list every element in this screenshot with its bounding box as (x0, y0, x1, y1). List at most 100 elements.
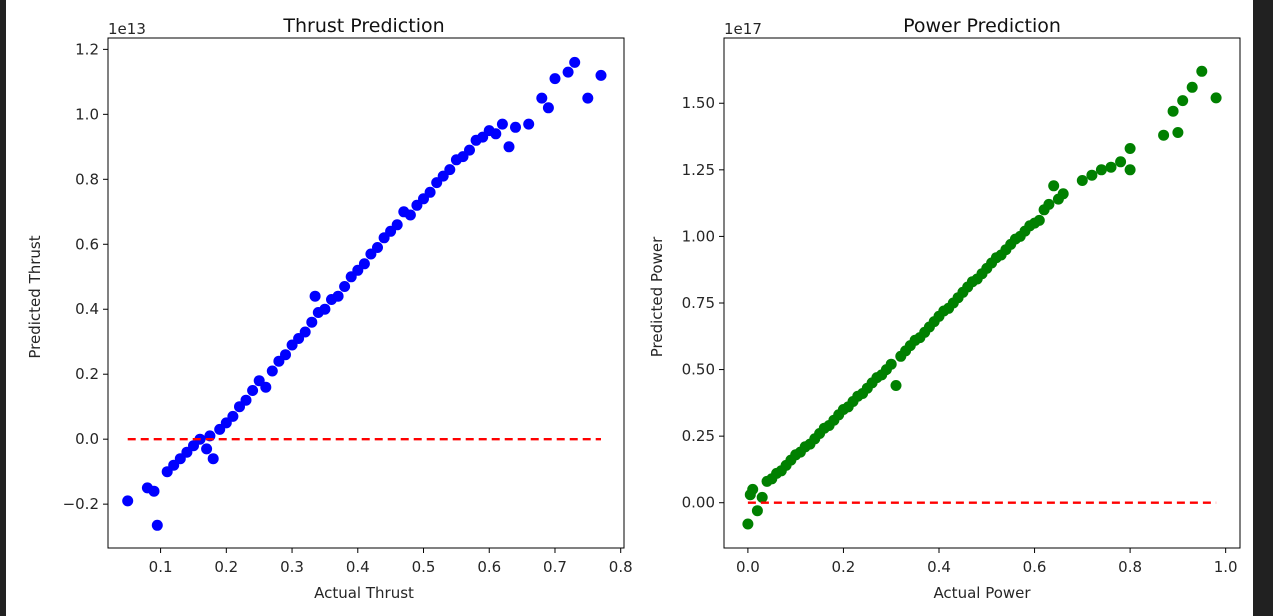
thrust-data-point (227, 410, 239, 422)
thrust-data-point (424, 186, 436, 198)
power-x-tick-label: 1.0 (1214, 558, 1238, 576)
power-data-point (1115, 156, 1127, 168)
thrust-x-axis-label: Actual Thrust (314, 584, 414, 602)
power-chart-title: Power Prediction (903, 15, 1061, 37)
thrust-y-tick-label: 1.0 (75, 105, 99, 123)
thrust-data-point (240, 394, 252, 406)
thrust-data-point (595, 69, 607, 81)
thrust-y-tick-label: 0.4 (75, 300, 99, 318)
power-plot-frame (723, 37, 1241, 549)
power-x-tick-label: 0.4 (927, 558, 951, 576)
thrust-data-point (523, 118, 535, 130)
thrust-data-point (266, 365, 278, 377)
thrust-data-point (260, 381, 272, 393)
thrust-data-point (319, 303, 331, 315)
thrust-data-point (148, 485, 160, 497)
thrust-data-point (582, 92, 594, 104)
thrust-data-point (372, 242, 383, 253)
thrust-data-point (542, 102, 554, 114)
thrust-data-point (309, 290, 321, 302)
thrust-data-point (464, 144, 475, 156)
thrust-data-point (339, 281, 351, 292)
thrust-data-point (549, 73, 561, 85)
power-data-point (1124, 143, 1136, 154)
thrust-data-point (404, 209, 416, 221)
thrust-data-point (444, 164, 456, 176)
power-y-tick-label: 0.50 (682, 361, 715, 379)
power-data-point (1196, 65, 1208, 77)
power-data-point (751, 505, 763, 517)
power-y-tick-label: 1.25 (682, 161, 715, 179)
power-data-point (885, 358, 897, 370)
thrust-y-tick-label: 0.6 (75, 235, 99, 253)
power-data-point (1033, 214, 1045, 226)
thrust-x-tick-label: 0.5 (412, 558, 436, 576)
thrust-data-point (332, 290, 344, 302)
thrust-chart-title: Thrust Prediction (282, 15, 444, 37)
power-data-point (1043, 198, 1055, 210)
power-data-point (1057, 188, 1069, 200)
thrust-data-point (207, 453, 219, 465)
thrust-x-tick-label: 0.8 (609, 558, 633, 576)
thrust-data-point (299, 326, 311, 338)
thrust-data-point (280, 349, 291, 361)
power-y-tick-label: 1.50 (682, 94, 715, 112)
power-data-point (1124, 164, 1136, 176)
thrust-data-point (391, 219, 403, 231)
power-data-point (1172, 127, 1184, 138)
thrust-data-point (562, 66, 574, 78)
power-data-point (756, 491, 768, 503)
power-data-point (1076, 175, 1088, 186)
power-data-point (1186, 81, 1198, 93)
power-data-point (1086, 169, 1098, 181)
power-y-tick-label: 1.00 (682, 227, 715, 245)
power-data-point (1210, 92, 1222, 104)
thrust-x-tick-label: 0.6 (477, 558, 501, 576)
thrust-data-point (247, 385, 259, 396)
power-scatter-points (742, 65, 1222, 530)
thrust-y-tick-label: 1.2 (75, 40, 99, 58)
thrust-data-point (569, 56, 581, 68)
thrust-data-point (496, 118, 508, 130)
thrust-x-tick-label: 0.4 (346, 558, 370, 576)
thrust-y-tick-label: 0.2 (75, 365, 99, 383)
power-y-tick-label: 0.75 (682, 294, 715, 312)
thrust-y-tick-label: 0.8 (75, 170, 99, 188)
thrust-subplot: 0.1 0.2 0.3 0.4 0.5 0.6 0.7 0.8 −0.20.00.20.40.… (26, 15, 633, 602)
power-y-ticks: 0.00 0.25 0.50 0.75 1.00 1.25 1.50 (682, 94, 724, 512)
thrust-y-tick-label: −0.2 (63, 495, 99, 513)
figure-background (6, 0, 1253, 616)
power-data-point (1095, 164, 1107, 176)
power-x-tick-label: 0.8 (1118, 558, 1142, 576)
power-data-point (1177, 95, 1189, 107)
power-y-axis-label: Predicted Power (648, 236, 666, 357)
power-y-tick-label: 0.00 (682, 494, 715, 512)
thrust-data-point (358, 258, 370, 270)
thrust-data-point (306, 316, 318, 328)
thrust-x-ticks: 0.1 0.2 0.3 0.4 0.5 0.6 0.7 0.8 (149, 548, 633, 576)
thrust-y-tick-label: 0.0 (75, 430, 99, 448)
thrust-scatter-points (122, 56, 607, 531)
thrust-y-ticks: −0.2 0.0 0.2 0.4 0.6 0.8 1.0 1.2 (63, 40, 108, 513)
power-data-point (1167, 105, 1179, 117)
thrust-data-point (151, 519, 163, 531)
power-x-tick-label: 0.6 (1023, 558, 1047, 576)
power-x-axis-label: Actual Power (933, 584, 1031, 602)
power-data-point (1105, 161, 1117, 173)
power-data-point (890, 380, 902, 391)
power-x-tick-label: 0.2 (832, 558, 856, 576)
thrust-x-tick-label: 0.3 (280, 558, 304, 576)
thrust-x-tick-label: 0.7 (543, 558, 567, 576)
thrust-data-point (510, 121, 521, 133)
power-subplot: 0.0 0.2 0.4 0.6 0.8 1.0 0.00 0.25 0.50 0.75 1.00 1… (648, 15, 1241, 602)
thrust-data-point (122, 495, 134, 507)
power-data-point (1048, 180, 1060, 192)
thrust-data-point (536, 92, 548, 104)
power-data-point (747, 483, 759, 495)
thrust-data-point (503, 141, 515, 153)
thrust-x-tick-label: 0.2 (214, 558, 238, 576)
thrust-data-point (201, 443, 213, 455)
power-x-ticks: 0.0 0.2 0.4 0.6 0.8 1.0 (736, 548, 1238, 576)
